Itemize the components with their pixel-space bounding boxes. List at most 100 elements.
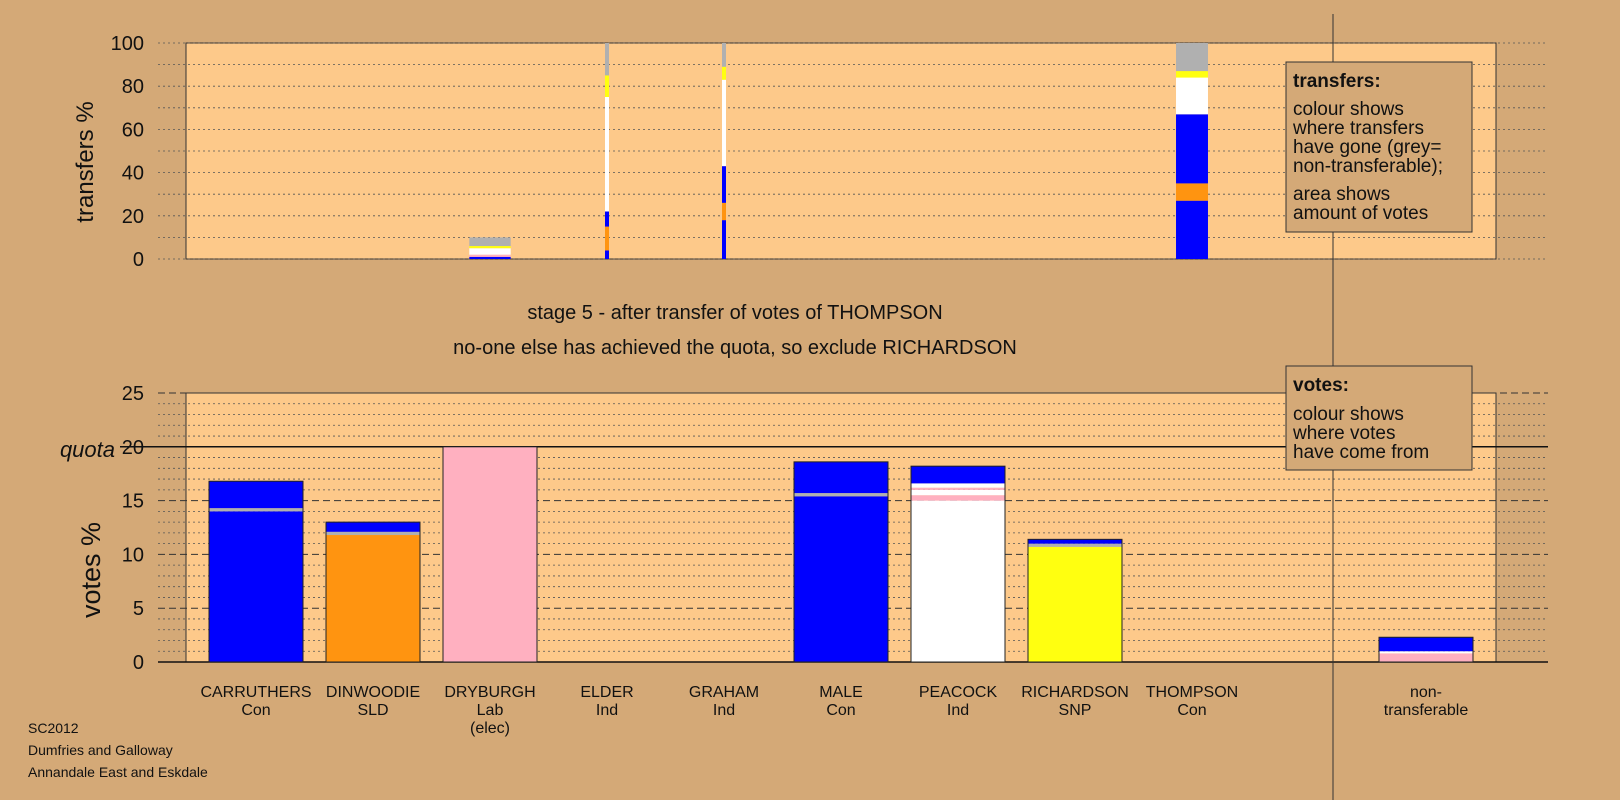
- vote-bar-segment: [911, 500, 1005, 662]
- footer-line: SC2012: [28, 720, 79, 736]
- transfers-legend-line: where transfers: [1292, 118, 1424, 139]
- top-bar-segment: [469, 246, 511, 249]
- top-bar-segment: [722, 66, 726, 80]
- bottom-tick-label: 20: [122, 437, 144, 459]
- bottom-ylabel: votes %: [76, 522, 106, 618]
- vote-bar-segment: [794, 461, 888, 494]
- candidate-name: CARRUTHERS: [200, 684, 311, 701]
- vote-bar-segment: [911, 489, 1005, 496]
- vote-bar-segment: [794, 493, 888, 497]
- vote-bar-segment: [911, 487, 1005, 490]
- candidate-name: PEACOCK: [919, 684, 998, 701]
- quota-label: quota: [60, 437, 115, 462]
- vote-bar-segment: [911, 483, 1005, 488]
- top-bar-segment: [722, 220, 726, 259]
- vote-bar-outline: [1027, 538, 1123, 663]
- vote-bar-segment: [794, 496, 888, 662]
- top-bar-segment: [605, 43, 609, 76]
- votes-legend-line: have come from: [1293, 442, 1429, 463]
- candidate-name: DINWOODIE: [326, 684, 420, 701]
- vote-bar-outline: [208, 480, 304, 663]
- vote-bar-segment: [911, 466, 1005, 484]
- vote-bar-segment: [209, 508, 303, 512]
- top-bar-segment: [469, 237, 511, 247]
- bottom-tick-label: 25: [122, 383, 144, 405]
- vote-bar-outline: [442, 446, 538, 663]
- top-bar-segment: [1176, 114, 1208, 184]
- top-bar-segment: [1176, 183, 1208, 201]
- candidate-name: DRYBURGH: [444, 684, 535, 701]
- top-bar-segment: [469, 254, 511, 257]
- top-tick-label: 60: [122, 119, 144, 141]
- transfers-legend-title: transfers:: [1293, 71, 1381, 92]
- bottom-tick-label: 15: [122, 491, 144, 513]
- candidate-party: Lab: [477, 702, 504, 719]
- transfers-legend-line: non-transferable);: [1293, 156, 1443, 177]
- transfers-legend-line: colour shows: [1293, 99, 1404, 120]
- transfers-legend-line: have gone (grey=: [1293, 137, 1441, 158]
- vote-bar-outline: [910, 465, 1006, 663]
- votes-legend-title: votes:: [1293, 375, 1349, 396]
- top-bar-segment: [722, 202, 726, 221]
- candidate-party: Ind: [713, 702, 735, 719]
- vote-bar-segment: [1028, 543, 1122, 547]
- top-bar-segment: [1176, 200, 1208, 259]
- votes-legend-line: colour shows: [1293, 404, 1404, 425]
- votes-legend-line: where votes: [1292, 423, 1395, 444]
- candidate-party: SLD: [357, 702, 388, 719]
- stage-text: stage 5 - after transfer of votes of THO…: [527, 302, 942, 324]
- top-bar-segment: [605, 226, 609, 251]
- nontransferable-label: non-: [1410, 684, 1442, 701]
- top-bar-segment: [605, 97, 609, 212]
- transfers-legend-line: amount of votes: [1293, 203, 1428, 224]
- footer-line: Annandale East and Eskdale: [28, 764, 208, 780]
- vote-bar-segment: [209, 511, 303, 662]
- candidate-party: Con: [826, 702, 855, 719]
- vote-bar-segment: [911, 495, 1005, 501]
- transfers-legend-line: area shows: [1293, 184, 1390, 205]
- candidate-name: MALE: [819, 684, 863, 701]
- vote-bar-segment: [1379, 637, 1473, 652]
- top-bar-segment: [605, 75, 609, 97]
- vote-bar-segment: [209, 481, 303, 509]
- candidate-name: THOMPSON: [1146, 684, 1238, 701]
- top-bar-segment: [1176, 71, 1208, 78]
- top-tick-label: 40: [122, 163, 144, 185]
- nontransferable-label: transferable: [1384, 702, 1469, 719]
- vote-bar-segment: [326, 522, 420, 532]
- candidate-name: ELDER: [580, 684, 633, 701]
- candidate-party: Con: [1177, 702, 1206, 719]
- top-bar-segment: [1176, 77, 1208, 115]
- top-bar-segment: [722, 43, 726, 67]
- top-bar-segment: [722, 79, 726, 167]
- top-bar-segment: [722, 166, 726, 203]
- vote-bar-segment: [1379, 651, 1473, 654]
- top-bar-segment: [469, 248, 511, 255]
- vote-bar-outline: [793, 461, 889, 663]
- candidate-party: Ind: [947, 702, 969, 719]
- bottom-tick-label: 0: [133, 652, 144, 674]
- footer-line: Dumfries and Galloway: [28, 742, 173, 758]
- top-tick-label: 100: [111, 33, 144, 55]
- top-ylabel: transfers %: [72, 101, 99, 222]
- top-bar-segment: [469, 256, 511, 259]
- bottom-tick-label: 10: [122, 544, 144, 566]
- candidate-status: (elec): [470, 720, 510, 737]
- exclude-text: no-one else has achieved the quota, so e…: [453, 337, 1017, 359]
- bottom-tick-label: 5: [133, 598, 144, 620]
- candidate-party: SNP: [1059, 702, 1092, 719]
- vote-bar-segment: [1028, 539, 1122, 544]
- candidate-name: GRAHAM: [689, 684, 759, 701]
- votes-legend: votes: colour shows where votes have com…: [1285, 365, 1473, 471]
- top-bar-segment: [605, 211, 609, 227]
- transfers-legend: transfers: colour shows where transfers …: [1285, 61, 1473, 233]
- top-tick-label: 0: [133, 249, 144, 271]
- candidate-name: RICHARDSON: [1021, 684, 1129, 701]
- top-tick-label: 20: [122, 206, 144, 228]
- vote-bar-segment: [326, 531, 420, 536]
- vote-bar-segment: [1379, 653, 1473, 662]
- candidate-party: Con: [241, 702, 270, 719]
- vote-bar-outline: [1378, 636, 1474, 663]
- vote-bar-outline: [325, 521, 421, 663]
- top-bar-segment: [605, 250, 609, 259]
